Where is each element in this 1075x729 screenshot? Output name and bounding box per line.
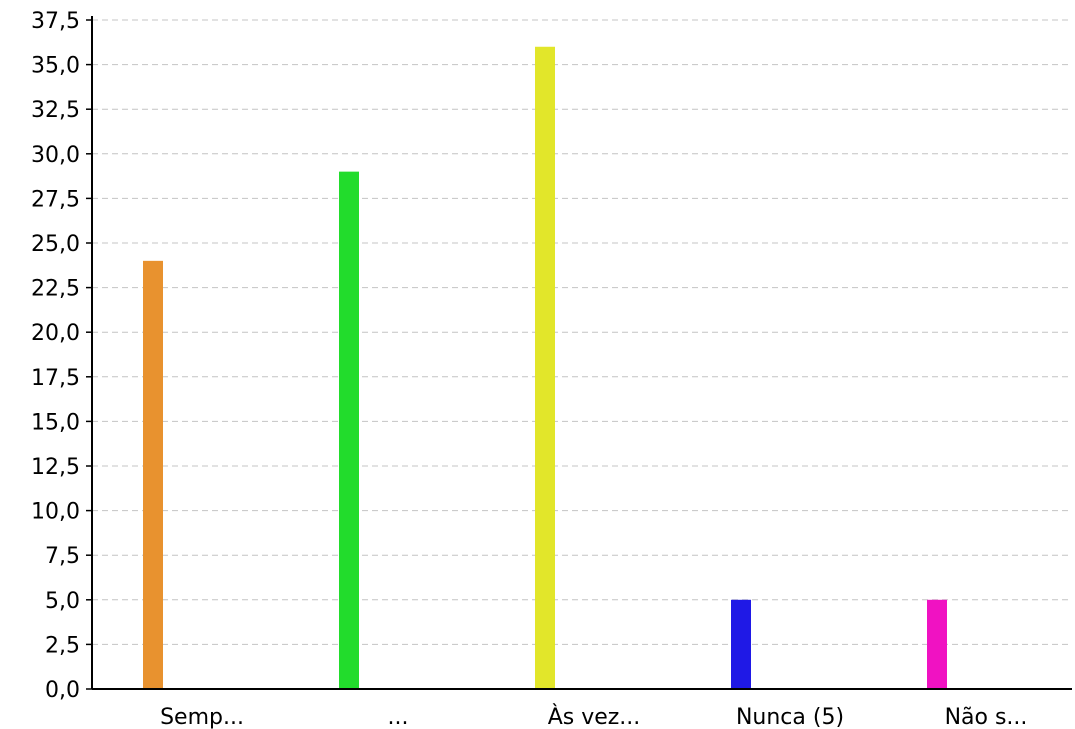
y-tick-label: 22,5 [31,277,80,302]
y-tick-label: 30,0 [31,143,80,168]
y-tick-label: 25,0 [31,232,80,257]
bar [927,599,947,689]
bars [143,46,947,689]
y-tick-label: 0,0 [45,678,80,703]
bar [339,171,359,689]
x-tick-label: ... [388,705,409,729]
y-tick-label: 27,5 [31,187,80,212]
y-tick-label: 15,0 [31,410,80,435]
y-tick-label: 32,5 [31,98,80,123]
x-tick-label: Às vez... [548,704,641,729]
y-tick-label: 20,0 [31,321,80,346]
y-tick-label: 17,5 [31,366,80,391]
x-tick-label: Nunca (5) [736,705,844,729]
x-axis: Semp...... Às vez... Nunca (5) Não s... [92,688,1072,729]
bar [535,46,555,689]
y-axis: 0,0 2,5 5,0 7,5 10,0 12,5 15,0 17,5 20,0 22,5 25,0… [31,9,93,703]
y-tick-label: 37,5 [31,9,80,34]
x-tick-label: Não s... [945,705,1028,729]
y-tick-label: 10,0 [31,500,80,525]
x-tick-label: Semp... [160,705,244,729]
y-tick-label: 2,5 [45,633,80,658]
y-tick-label: 35,0 [31,54,80,79]
grid-lines [92,19,1072,645]
y-tick-label: 5,0 [45,589,80,614]
y-tick-label: 12,5 [31,455,80,480]
y-tick-label: 7,5 [45,544,80,569]
bar [143,260,163,689]
bar [731,599,751,689]
